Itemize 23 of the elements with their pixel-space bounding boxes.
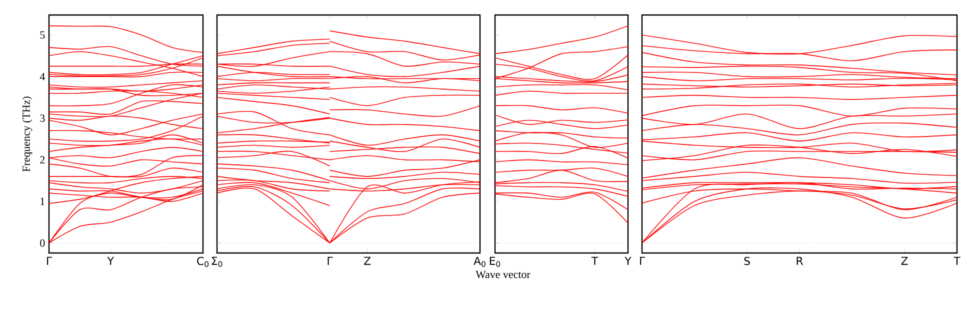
- x-tick-label: E$_{0}$: [490, 256, 500, 267]
- x-tick-label: Z: [364, 256, 371, 265]
- y-tick-label: 0: [40, 239, 45, 247]
- y-tick-label: 4: [40, 72, 45, 80]
- x-tick-label: Γ: [47, 256, 52, 265]
- y-tick-label: 2: [40, 156, 45, 164]
- y-axis-title: Frequency (THz): [22, 96, 32, 172]
- x-tick-label: Y: [107, 256, 114, 265]
- x-tick-label: C$_{0}$: [197, 256, 209, 268]
- x-tick-label: S: [744, 256, 750, 266]
- y-tick-label: 3: [40, 114, 45, 122]
- x-tick-label: A$_{0}$: [474, 256, 486, 267]
- x-tick-label: Z: [901, 256, 908, 265]
- x-tick-label: T: [954, 256, 960, 265]
- x-tick-label: Y: [624, 256, 632, 265]
- x-tick-label: Γ: [328, 256, 333, 265]
- x-tick-label: Σ$_{0}$: [212, 256, 222, 267]
- x-axis-title: Wave vector: [476, 270, 530, 278]
- y-tick-label: 5: [40, 31, 45, 39]
- y-tick-label: 1: [40, 198, 44, 206]
- x-tick-label: T: [591, 256, 598, 265]
- x-tick-label: R: [796, 256, 803, 265]
- x-tick-label: Γ: [640, 256, 645, 265]
